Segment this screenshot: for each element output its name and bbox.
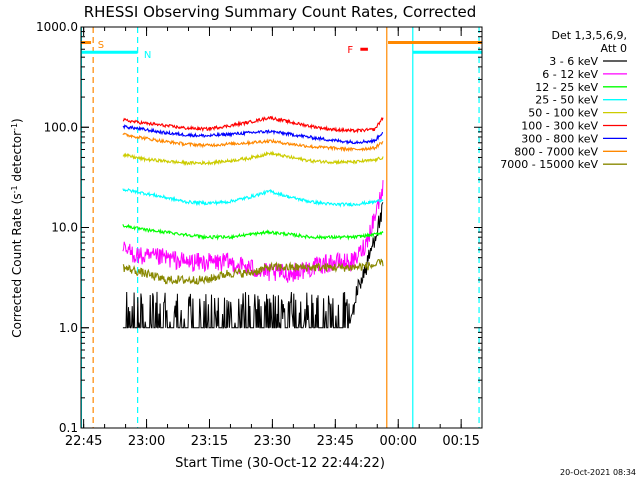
x-tick-label: 00:15	[442, 434, 479, 449]
footer-timestamp: 20-Oct-2021 08:34	[560, 468, 636, 477]
x-tick-label: 22:45	[65, 434, 102, 449]
flare-label: F	[347, 45, 353, 56]
x-tick-label: 00:00	[380, 434, 417, 449]
legend-label-7000-15000-kev: 7000 - 15000 keV	[500, 158, 598, 171]
series-line-7000-15000-kev	[122, 258, 384, 285]
legend-label-50-100-kev: 50 - 100 keV	[528, 107, 598, 120]
legend-label-300-800-kev: 300 - 800 keV	[521, 132, 598, 145]
legend-label-25-50-kev: 25 - 50 keV	[535, 94, 598, 107]
legend-title-line-1: Det 1,3,5,6,9,	[551, 29, 627, 42]
y-axis-label: Corrected Count Rate (s-1 detector-1)	[10, 118, 25, 337]
series-line-50-100-kev	[122, 150, 384, 167]
series-line-100-300-kev	[122, 115, 384, 134]
legend-label-800-7000-kev: 800 - 7000 keV	[514, 145, 598, 158]
x-axis-label: Start Time (30-Oct-12 22:44:22)	[175, 456, 385, 471]
chart-title: RHESSI Observing Summary Count Rates, Co…	[84, 3, 477, 21]
legend-label-3-6-kev: 3 - 6 keV	[549, 55, 598, 68]
series-line-300-800-kev	[122, 124, 383, 145]
y-tick-label: 1.0	[59, 321, 78, 335]
saa-label: S	[98, 40, 104, 51]
annotation-layer: SN F	[80, 27, 482, 428]
series-line-12-25-kev	[122, 223, 384, 241]
x-tick-label: 23:45	[317, 434, 354, 449]
legend-label-6-12-kev: 6 - 12 keV	[542, 68, 598, 81]
night-label: N	[144, 50, 151, 61]
legend-label-100-300-kev: 100 - 300 keV	[521, 120, 598, 133]
y-tick-label: 10.0	[51, 221, 78, 235]
y-axis-label-sup-1: -1	[10, 185, 19, 193]
x-tick-label: 23:15	[191, 434, 228, 449]
series-line-800-7000-kev	[122, 132, 384, 153]
series-layer	[122, 115, 384, 330]
y-axis-label-main: Corrected Count Rate (s	[10, 193, 24, 337]
y-tick-label: 0.1	[59, 421, 78, 435]
y-tick-label: 100.0	[44, 120, 78, 134]
legend-label-12-25-kev: 12 - 25 keV	[535, 81, 598, 94]
y-axis-label-sup-2: -1	[10, 123, 19, 131]
x-tick-label: 23:00	[128, 434, 165, 449]
x-tick-label: 23:30	[254, 434, 291, 449]
y-axis-label-tail: )	[10, 118, 24, 123]
series-line-3-6-kev	[122, 202, 384, 330]
y-axis: 0.1 1.0 10.0 100.0 1000.0	[36, 20, 482, 435]
x-axis: 22:45 23:00 23:15 23:30 23:45 00:00 00:15	[65, 27, 480, 449]
series-line-25-50-kev	[122, 188, 384, 208]
legend-title-line-2: Att 0	[601, 42, 627, 55]
y-tick-label: 1000.0	[36, 20, 78, 34]
y-axis-label-mid: detector	[10, 131, 24, 186]
